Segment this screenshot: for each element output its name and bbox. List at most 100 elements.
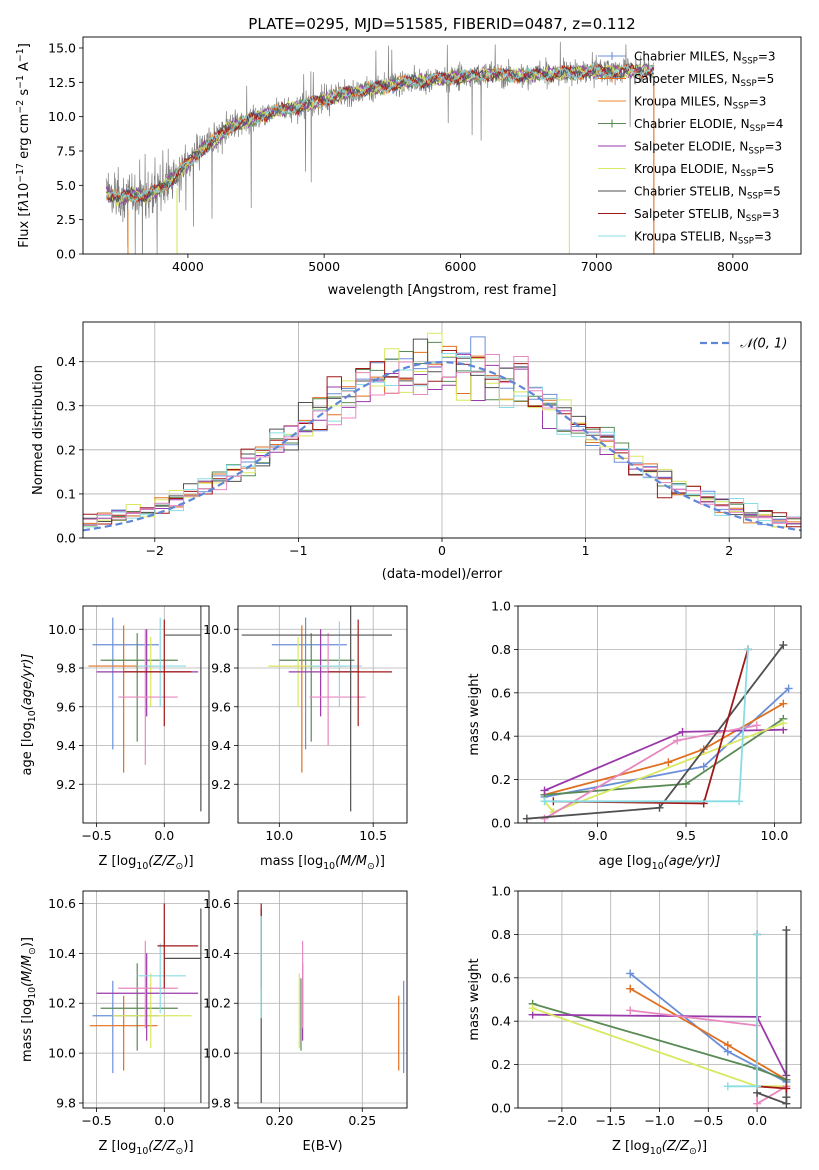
weight-series-line (544, 687, 790, 798)
y-axis-label-part: −2 (15, 100, 26, 114)
normal-reference-curve (83, 360, 801, 532)
y-tick-label: 0.4 (491, 729, 511, 744)
y-axis-label-part: )] (20, 937, 35, 947)
legend-label-tail: =5 (757, 72, 775, 86)
y-axis-label: mass weight (467, 673, 482, 755)
legend-label: Chabrier MILES, NSSP=3 (634, 50, 776, 67)
y-axis-label-part: −1 (15, 75, 26, 89)
weight-point-marker (782, 1093, 791, 1102)
legend-label: Chabrier STELIB, NSSP=5 (634, 185, 781, 202)
x-tick-label: −1 (289, 543, 307, 558)
axes-frame (82, 605, 210, 824)
x-tick-label: 9.5 (676, 828, 696, 843)
y-tick-label: 0.8 (491, 927, 511, 942)
x-tick-label: 2 (725, 543, 733, 558)
y-tick-label: 0.2 (491, 1057, 511, 1072)
legend-label-normal: 𝒩(0, 1) (740, 337, 787, 352)
legend-label-tail: =5 (763, 185, 781, 199)
weight-point-marker (626, 969, 635, 978)
y-tick-label: 9.4 (56, 738, 76, 753)
x-axis-label: Z [log10(Z/Z⊙)] (612, 1139, 707, 1157)
legend-label-tail: =3 (754, 230, 772, 244)
x-axis-label-part: ⊙ (367, 861, 375, 872)
x-tick-label: 4000 (172, 259, 204, 274)
y-axis-label-part: λ (17, 199, 32, 208)
axes-frame (82, 36, 802, 255)
axes-frame (82, 890, 210, 1109)
x-axis-label-part: Z [log (98, 1139, 136, 1154)
axes-frame (237, 605, 408, 824)
y-tick-label: 9.2 (56, 777, 76, 792)
x-axis-label-part: Z [log (612, 1139, 650, 1154)
x-tick-label: −2.0 (547, 1113, 577, 1128)
x-tick-label: −1.0 (644, 1113, 674, 1128)
legend-label-tail: =4 (766, 117, 784, 131)
x-axis-label-part: 10 (650, 1146, 662, 1157)
x-tick-label: 10.0 (265, 828, 293, 843)
x-axis-label-part: ⊙ (176, 861, 184, 872)
x-axis-label: Z [log10(Z/Z⊙)] (98, 854, 193, 872)
y-axis-label-part: s (17, 89, 32, 100)
plot-area (522, 641, 793, 823)
spectrum-panel: 4000 5000 6000 7000 8000 0.0 2.5 5.0 7.5 10.0 12.5… (15, 36, 802, 298)
weight-point-marker (753, 930, 762, 939)
x-tick-label: 1 (582, 543, 590, 558)
x-tick-label: 0.0 (154, 828, 174, 843)
y-axis-label-part: −17 (15, 163, 26, 183)
x-tick-label: −0.5 (81, 828, 111, 843)
legend-label: Chabrier ELODIE, NSSP=4 (634, 117, 783, 134)
weight-point-marker (735, 797, 744, 806)
weight-point-marker (664, 758, 673, 767)
y-tick-label: 10.0 (48, 109, 76, 124)
model-spectrum-line (105, 62, 655, 205)
plot-area (241, 606, 392, 812)
weight-point-marker (723, 1041, 732, 1050)
y-tick-label: 9.4 (211, 738, 231, 753)
legend-label-tail: =3 (749, 95, 767, 109)
legend-label-tail: =5 (757, 162, 775, 176)
x-axis-label-part: 10 (136, 1146, 148, 1157)
plot-area (260, 903, 405, 1104)
legend-label-sub: SSP (741, 169, 757, 179)
model-spectrum-line (105, 62, 655, 203)
y-tick-label: 9.8 (211, 661, 231, 676)
y-tick-label: 0.6 (491, 685, 511, 700)
legend-label-text: Chabrier MILES, N (634, 50, 742, 64)
x-axis-label-part: age [log (599, 854, 652, 869)
y-tick-label: 0.0 (491, 1101, 511, 1116)
y-tick-label: 9.8 (56, 1096, 76, 1111)
legend-label-sub: SSP (741, 79, 757, 89)
x-tick-label: 0.20 (265, 1113, 293, 1128)
weight-point-marker (540, 797, 549, 806)
x-axis-label-part: )] (183, 1139, 193, 1154)
y-tick-label: 10.4 (48, 946, 76, 961)
plot-area (89, 903, 202, 1104)
weight-point-marker (779, 719, 788, 728)
weight-point-marker (678, 727, 687, 736)
weight-point-marker (782, 926, 791, 935)
legend-label-text: Kroupa ELODIE, N (634, 162, 741, 176)
y-axis-label-part: 10 (27, 987, 38, 999)
weight-point-marker (779, 699, 788, 708)
y-tick-label: 7.5 (56, 143, 76, 158)
x-axis-label: (data-model)/error (382, 567, 503, 582)
figure-title: PLATE=0295, MJD=51585, FIBERID=0487, z=0… (248, 15, 635, 33)
x-tick-label: 0.25 (348, 1113, 376, 1128)
y-axis-label-part: ] (17, 43, 32, 48)
legend-label-sub: SSP (738, 237, 754, 247)
plot-area (83, 332, 801, 532)
legend-label-text: Kroupa STELIB, N (634, 230, 738, 244)
x-tick-label: 10.5 (359, 828, 387, 843)
weight-point-marker (522, 814, 531, 823)
weight-point-marker (753, 1099, 762, 1108)
y-tick-label: 12.5 (48, 75, 76, 90)
legend-label-text: Salpeter ELODIE, N (634, 140, 748, 154)
x-axis-label-part: )] (183, 854, 193, 869)
weight-point-marker (655, 803, 664, 812)
legend-label-text: Salpeter STELIB, N (634, 207, 746, 221)
legend-label: Kroupa ELODIE, NSSP=5 (634, 162, 774, 179)
y-tick-label: 0.2 (491, 772, 511, 787)
x-tick-label: 9.0 (588, 828, 608, 843)
legend-label-tail: =3 (758, 50, 776, 64)
